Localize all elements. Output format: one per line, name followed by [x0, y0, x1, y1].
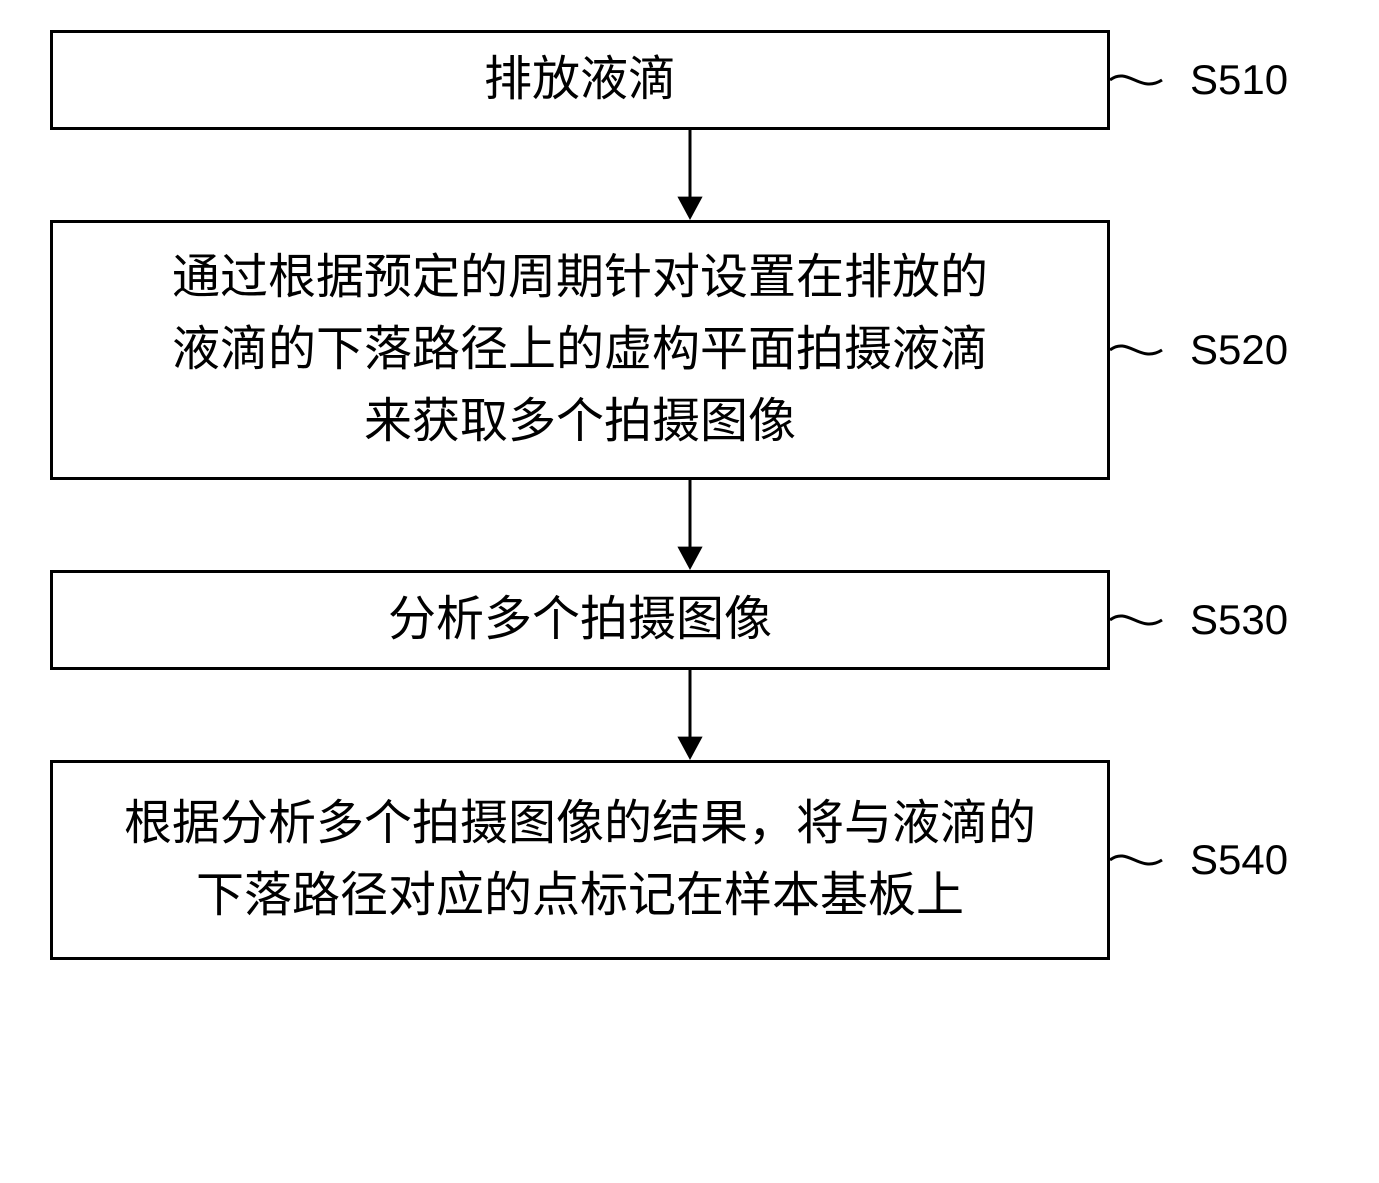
step-box-s540: 根据分析多个拍摄图像的结果，将与液滴的 下落路径对应的点标记在样本基板上 — [50, 760, 1110, 960]
step-label-s540: S540 — [1190, 836, 1288, 884]
step-text-s530: 分析多个拍摄图像 — [388, 584, 772, 656]
step-row-s540: 根据分析多个拍摄图像的结果，将与液滴的 下落路径对应的点标记在样本基板上 S54… — [50, 760, 1330, 960]
connector-curve-s520 — [1110, 346, 1162, 354]
step-text-s520: 通过根据预定的周期针对设置在排放的 液滴的下落路径上的虚构平面拍摄液滴 来获取多… — [172, 242, 988, 458]
arrow-s520-s530 — [160, 480, 1220, 570]
arrow-s530-s540 — [160, 670, 1220, 760]
step-label-s510: S510 — [1190, 56, 1288, 104]
step-box-s520: 通过根据预定的周期针对设置在排放的 液滴的下落路径上的虚构平面拍摄液滴 来获取多… — [50, 220, 1110, 480]
connector-curve-s540 — [1110, 856, 1162, 864]
connector-curve-s510 — [1110, 76, 1162, 84]
step-row-s530: 分析多个拍摄图像 S530 — [50, 570, 1330, 670]
step-row-s520: 通过根据预定的周期针对设置在排放的 液滴的下落路径上的虚构平面拍摄液滴 来获取多… — [50, 220, 1330, 480]
connector-curve-s530 — [1110, 616, 1162, 624]
step-text-s540: 根据分析多个拍摄图像的结果，将与液滴的 下落路径对应的点标记在样本基板上 — [124, 788, 1036, 932]
step-label-s520: S520 — [1190, 326, 1288, 374]
flowchart-container: 排放液滴 S510 通过根据预定的周期针对设置在排放的 液滴的下落路径上的虚构平… — [50, 30, 1330, 960]
arrow-s510-s520 — [160, 130, 1220, 220]
step-text-s510: 排放液滴 — [484, 44, 676, 116]
step-row-s510: 排放液滴 S510 — [50, 30, 1330, 130]
step-label-s530: S530 — [1190, 596, 1288, 644]
step-box-s510: 排放液滴 — [50, 30, 1110, 130]
step-box-s530: 分析多个拍摄图像 — [50, 570, 1110, 670]
